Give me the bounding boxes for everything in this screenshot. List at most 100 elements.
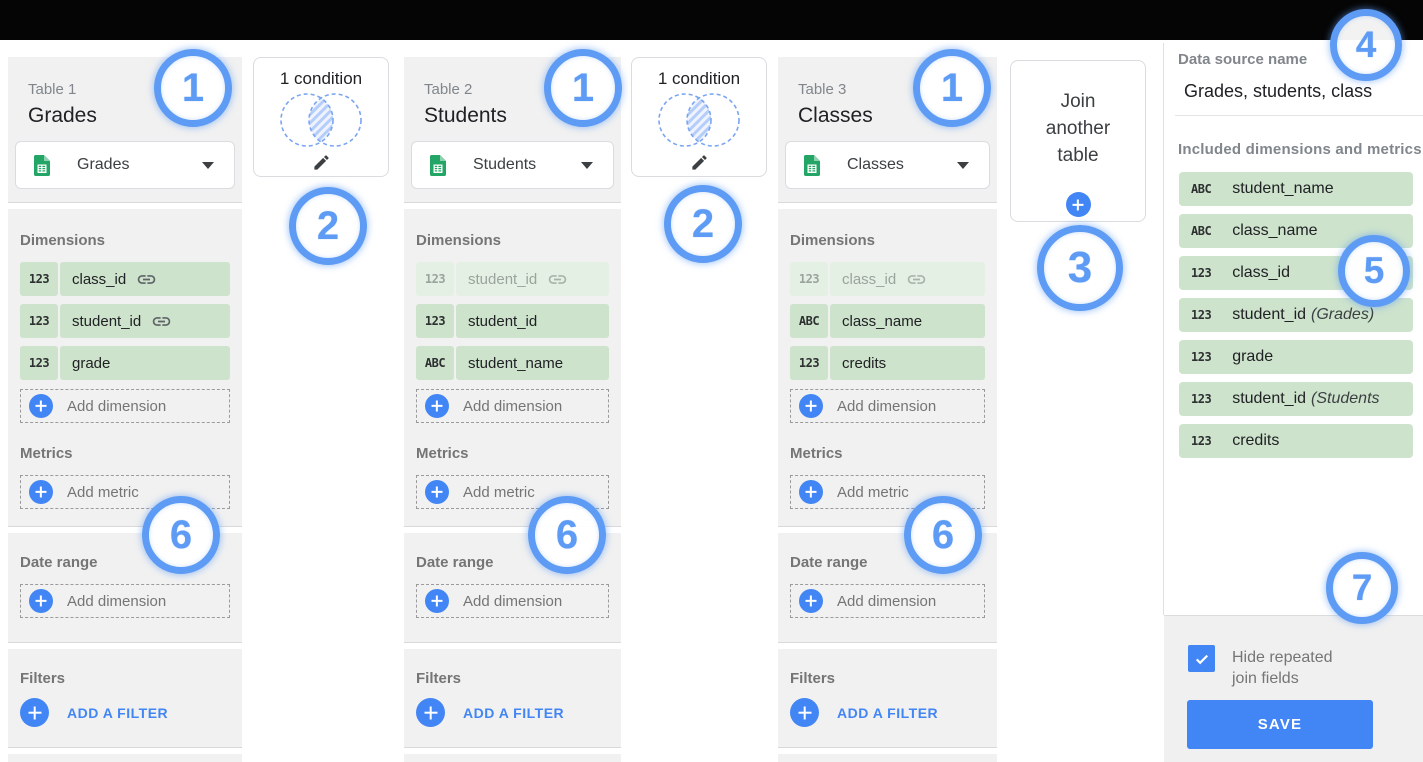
join-conditions-label: 1 condition (279, 69, 363, 88)
add-metric-label: Add metric (837, 483, 909, 501)
dimension-chip-credits[interactable]: 123 credits (790, 346, 985, 380)
plus-icon (29, 589, 53, 613)
annotation-2-join2: 2 (664, 185, 742, 263)
annotation-1-table1: 1 (154, 49, 232, 127)
link-icon (151, 311, 172, 332)
add-metric-label: Add metric (67, 483, 139, 501)
table-1-source-select[interactable]: Grades (15, 141, 235, 189)
join-config-1[interactable]: 1 condition (253, 57, 389, 177)
table-1-fields-section: Dimensions 123 class_id 123 student_id 1… (8, 209, 242, 527)
add-filter-button[interactable]: ADD A FILTER (790, 698, 985, 727)
table-1-name: Grades (28, 104, 97, 127)
plus-icon (425, 394, 449, 418)
dimension-chip-class_name[interactable]: ABC class_name (790, 304, 985, 338)
table-3-label: Table 3 (798, 81, 847, 98)
filters-label: Filters (790, 670, 836, 687)
table-2-column: Table 2 Students Students Dimensions 123… (404, 57, 621, 762)
hide-repeated-join-fields-label: Hide repeated join fields (1232, 647, 1333, 689)
table-2-source-select[interactable]: Students (411, 141, 614, 189)
data-source-name-label: Data source name (1178, 51, 1308, 68)
add-metric-button[interactable]: Add metric (416, 475, 609, 509)
table-3-column: Table 3 Classes Classes Dimensions 123 c… (778, 57, 997, 762)
add-date-dimension-button[interactable]: Add dimension (790, 584, 985, 618)
table-3-source-select[interactable]: Classes (785, 141, 990, 189)
chevron-down-icon (957, 161, 969, 169)
link-icon (906, 269, 927, 290)
table-2-filters-section: Filters ADD A FILTER (404, 649, 621, 748)
add-dimension-button[interactable]: Add dimension (790, 389, 985, 423)
link-icon (136, 269, 157, 290)
sheets-icon (804, 155, 820, 176)
included-field-student_id-students[interactable]: 123 student_id (Students (1179, 382, 1413, 416)
dimension-chip-grade[interactable]: 123 grade (20, 346, 230, 380)
table-3-source-label: Classes (847, 156, 904, 173)
join-another-line3: table (1057, 145, 1099, 166)
plus-icon (799, 394, 823, 418)
edit-pencil-icon[interactable] (690, 153, 709, 172)
filters-label: Filters (20, 670, 66, 687)
date-range-label: Date range (20, 554, 98, 571)
dimensions-label: Dimensions (20, 232, 106, 249)
field-name: class_id (1232, 264, 1290, 281)
annotation-1-table2: 1 (544, 49, 622, 127)
field-name: class_id (842, 270, 897, 288)
dimension-chip-student_name[interactable]: ABC student_name (416, 346, 609, 380)
edit-pencil-icon[interactable] (312, 153, 331, 172)
dimension-chip-student_id[interactable]: 123 student_id (416, 304, 609, 338)
plus-icon (799, 589, 823, 613)
add-date-dimension-button[interactable]: Add dimension (416, 584, 609, 618)
plus-icon (416, 698, 445, 727)
dimension-chip-class_id-join[interactable]: 123 class_id (790, 262, 985, 296)
add-filter-button[interactable]: ADD A FILTER (416, 698, 609, 727)
join-another-table-card[interactable]: Join another table (1010, 60, 1146, 222)
right-panel-divider (1163, 43, 1164, 615)
included-fields-label: Included dimensions and metrics (1178, 141, 1422, 158)
table-3-filters-section: Filters ADD A FILTER (778, 649, 997, 748)
text-type-icon: ABC (790, 304, 828, 338)
table-3-next-section-sliver (778, 754, 997, 762)
text-type-icon: ABC (1191, 224, 1212, 238)
included-field-credits[interactable]: 123 credits (1179, 424, 1413, 458)
field-name: grade (72, 354, 111, 372)
add-filter-button[interactable]: ADD A FILTER (20, 698, 230, 727)
plus-icon (20, 698, 49, 727)
numeric-type-icon: 123 (790, 346, 828, 380)
table-3-name: Classes (798, 104, 873, 127)
data-source-name-input[interactable]: Grades, students, class (1184, 81, 1373, 101)
field-name: student_name (1232, 180, 1334, 197)
add-table-plus-icon[interactable] (1065, 192, 1091, 217)
join-config-2[interactable]: 1 condition (631, 57, 767, 177)
field-name: grade (1232, 348, 1274, 365)
field-name: student_name (468, 354, 564, 372)
field-name: credits (1232, 432, 1280, 449)
included-field-student_name[interactable]: ABC student_name (1179, 172, 1413, 206)
dimension-chip-class_id[interactable]: 123 class_id (20, 262, 230, 296)
add-metric-button[interactable]: Add metric (20, 475, 230, 509)
annotation-5: 5 (1338, 235, 1410, 307)
numeric-type-icon: 123 (1191, 266, 1212, 280)
annotation-2-join1: 2 (289, 187, 367, 265)
add-date-dimension-button[interactable]: Add dimension (20, 584, 230, 618)
table-1-column: Table 1 Grades Grades Dimensions 123 cla… (8, 57, 242, 762)
hide-repeated-line2: join fields (1232, 670, 1299, 687)
text-type-icon: ABC (416, 346, 454, 380)
dimension-chip-student_id[interactable]: 123 student_id (20, 304, 230, 338)
metrics-label: Metrics (416, 445, 469, 462)
hide-repeated-join-fields-checkbox[interactable] (1188, 645, 1215, 672)
table-2-date-range-section: Date range Add dimension (404, 533, 621, 643)
save-button[interactable]: SAVE (1187, 700, 1373, 749)
check-icon (1195, 654, 1208, 664)
add-date-dimension-label: Add dimension (837, 592, 937, 610)
add-metric-button[interactable]: Add metric (790, 475, 985, 509)
annotation-6-table2: 6 (528, 496, 606, 574)
dimension-chip-student_id-join[interactable]: 123 student_id (416, 262, 609, 296)
plus-icon (425, 589, 449, 613)
field-name: class_name (842, 312, 923, 330)
right-panel-footer: Hide repeated join fields SAVE (1164, 615, 1423, 762)
included-field-grade[interactable]: 123 grade (1179, 340, 1413, 374)
add-dimension-button[interactable]: Add dimension (416, 389, 609, 423)
plus-icon (799, 480, 823, 504)
add-dimension-button[interactable]: Add dimension (20, 389, 230, 423)
sheets-icon (430, 155, 446, 176)
